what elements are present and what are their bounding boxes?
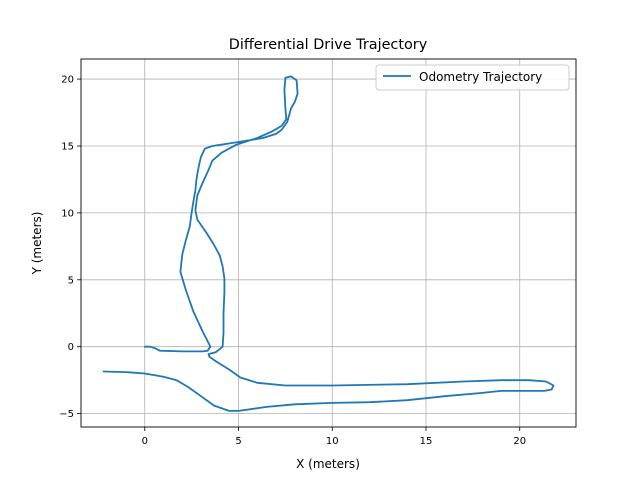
trajectory-line [102,75,555,412]
chart-title: Differential Drive Trajectory [229,37,428,53]
x-tick-label: 5 [235,436,241,447]
x-tick-label: 20 [513,436,526,447]
x-axis-ticks: 0 5 10 15 20 [142,427,526,447]
legend-label: Odometry Trajectory [419,70,542,84]
y-tick-label: −5 [59,409,74,420]
x-axis-label: X (meters) [296,457,360,471]
y-tick-label: 0 [68,342,74,353]
legend: Odometry Trajectory [375,64,570,91]
y-axis-label: Y (meters) [30,212,44,276]
plot-background [81,59,576,427]
y-tick-label: 10 [61,208,74,219]
series-layer [102,75,555,412]
y-tick-label: 20 [61,75,74,86]
legend-frame [375,64,570,91]
y-tick-label: 15 [61,141,74,152]
x-tick-label: 10 [326,436,339,447]
x-tick-label: 15 [420,436,433,447]
y-axis-ticks: −5 0 5 10 15 20 [59,75,81,420]
x-tick-label: 0 [142,436,148,447]
y-tick-label: 5 [68,275,74,286]
plot-area [80,58,577,428]
plot-frame [80,58,577,428]
